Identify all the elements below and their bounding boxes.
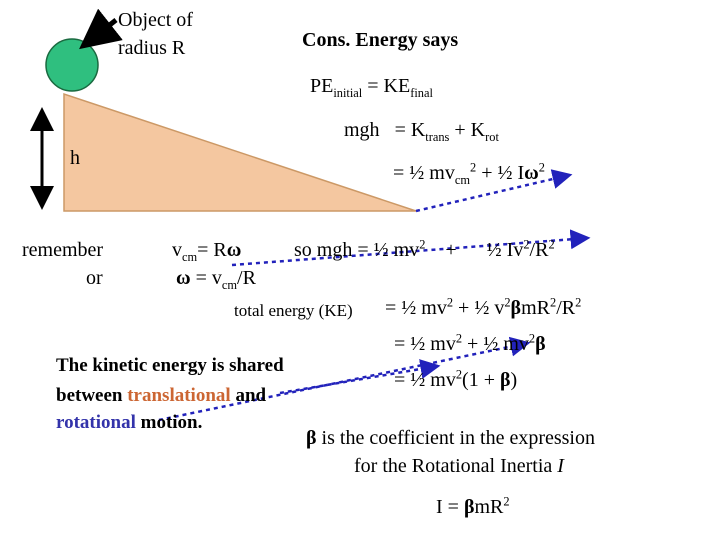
mgh-equation: mgh = Ktrans + Krot xyxy=(344,119,499,144)
total-energy-line2: = ½ mv2 + ½ mv2β xyxy=(394,331,546,355)
ball xyxy=(45,38,99,92)
remember-label: remember xyxy=(22,239,104,261)
object-label-line1: Object of xyxy=(118,9,193,31)
translational-arrow xyxy=(279,359,441,395)
omega-relation: ω = vcm/R xyxy=(176,267,256,292)
shared-line2: between translational and xyxy=(56,385,267,406)
shared-line1: The kinetic energy is shared xyxy=(56,355,284,376)
shared-line3: rotational motion. xyxy=(56,412,203,433)
vcm-relation: vcm= Rω xyxy=(172,239,242,264)
total-energy-label: total energy (KE) xyxy=(234,301,353,320)
beta-note-line2: for the Rotational Inertia I xyxy=(354,455,564,477)
total-energy-line3: = ½ mv2(1 + β) xyxy=(394,367,518,391)
pe-ke-equation: PEinitial = KEfinal xyxy=(310,75,433,100)
incline-triangle xyxy=(63,92,417,212)
height-label: h xyxy=(70,147,80,169)
object-pointer-arrow xyxy=(79,8,123,50)
total-energy-line1: = ½ mv2 + ½ v2βmR2/R2 xyxy=(385,295,582,319)
beta-note-line1: β is the coefficient in the expression xyxy=(306,427,595,449)
to-v-arrow xyxy=(231,229,591,267)
conservation-heading: Cons. Energy says xyxy=(302,29,459,51)
ramp-to-rotational-arrow xyxy=(415,169,573,213)
so-mgh-equation: so mgh = ½ mv2 + ½ Iv2/R2 xyxy=(294,237,555,261)
inertia-formula: I = βmR2 xyxy=(436,494,510,518)
object-label-line2: radius R xyxy=(118,37,186,59)
rotational-arrow xyxy=(158,336,531,422)
or-label: or xyxy=(86,267,103,289)
half-mv-equation: = ½ mvcm2 + ½ Iω2 xyxy=(393,160,545,187)
